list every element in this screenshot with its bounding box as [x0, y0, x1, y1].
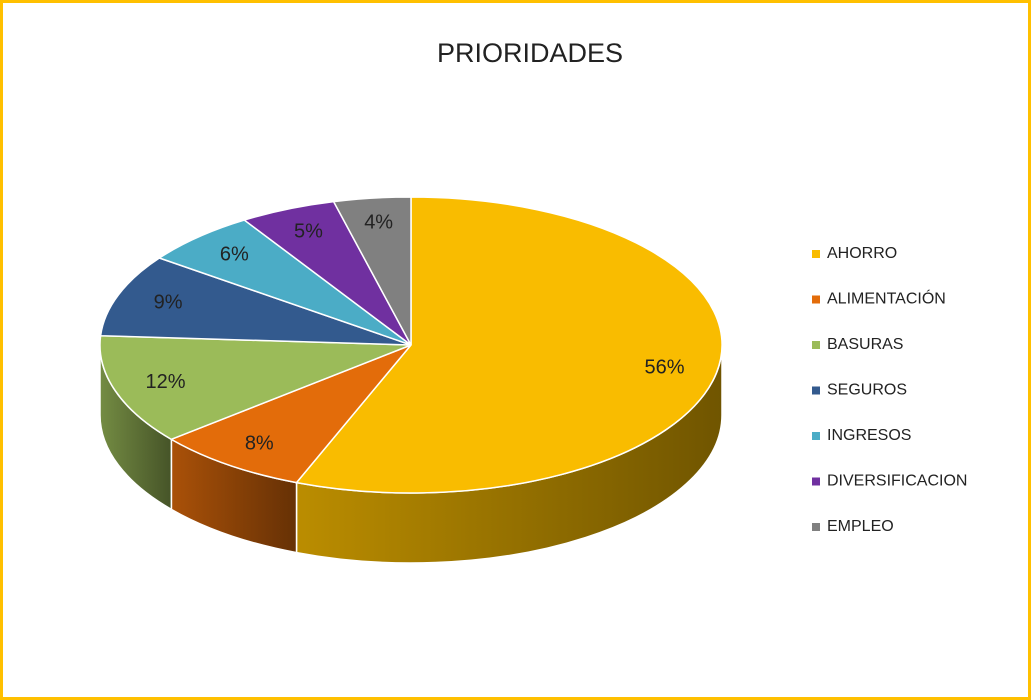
legend-label: DIVERSIFICACION	[827, 473, 967, 490]
data-label: 12%	[145, 371, 185, 393]
legend-swatch	[812, 477, 820, 486]
data-label: 6%	[220, 244, 249, 266]
legend-label: BASURAS	[827, 336, 903, 353]
legend: AHORRO ALIMENTACIÓN BASURAS SEGUROS INGRESOS…	[812, 245, 967, 535]
legend-swatch	[812, 386, 820, 395]
legend-label: EMPLEO	[827, 518, 894, 535]
legend-swatch	[812, 523, 820, 531]
legend-label: SEGUROS	[827, 382, 907, 399]
slice	[99, 334, 412, 441]
pie-tops	[99, 196, 723, 494]
data-label: 56%	[645, 356, 685, 378]
chart-title: PRIORIDADES	[437, 38, 623, 68]
legend-label: INGRESOS	[827, 427, 911, 444]
data-label: 4%	[364, 211, 393, 233]
slice	[295, 196, 723, 494]
data-labels: 56% 8% 12% 9% 6% 5% 4%	[145, 211, 684, 454]
legend-label: ALIMENTACIÓN	[827, 289, 946, 308]
legend-label: AHORRO	[827, 245, 897, 262]
legend-swatch	[812, 250, 820, 258]
legend-swatch	[812, 341, 820, 349]
data-label: 9%	[154, 292, 183, 314]
slice	[99, 257, 412, 346]
legend-swatch	[812, 295, 820, 304]
slice	[169, 344, 412, 484]
slice	[332, 196, 412, 346]
legend-swatch	[812, 432, 820, 440]
data-label: 5%	[294, 221, 323, 243]
data-label: 8%	[245, 433, 274, 455]
